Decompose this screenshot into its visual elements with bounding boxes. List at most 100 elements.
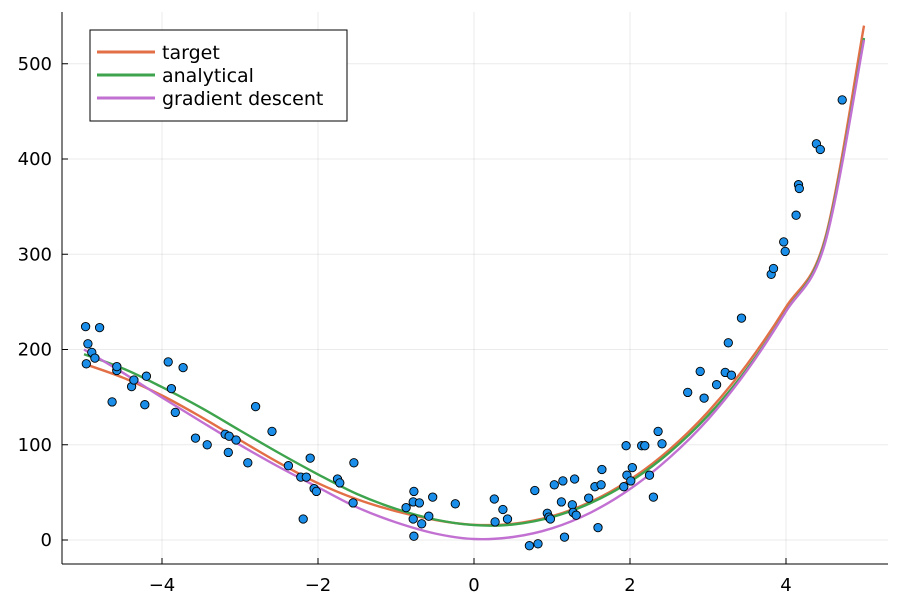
y-tick-label: 500 <box>18 54 52 75</box>
data-point <box>267 426 277 437</box>
x-tick-label: −4 <box>149 575 176 596</box>
data-point <box>768 263 779 274</box>
data-point <box>428 492 438 502</box>
series-line-gradient-descent <box>83 39 866 541</box>
data-point <box>683 387 693 398</box>
data-point <box>640 441 650 451</box>
legend-label-analytical: analytical <box>162 65 254 87</box>
data-point <box>170 407 180 418</box>
data-point <box>129 375 139 385</box>
data-point <box>780 246 790 257</box>
data-point <box>498 504 508 515</box>
data-point <box>571 510 581 520</box>
data-point <box>490 517 500 527</box>
data-point <box>417 519 427 529</box>
data-point <box>723 338 733 348</box>
y-tick-label: 200 <box>18 340 52 361</box>
data-point <box>695 366 705 377</box>
data-point <box>301 472 311 482</box>
data-point <box>83 339 93 349</box>
data-point <box>791 210 801 220</box>
data-point <box>166 383 177 394</box>
data-point <box>224 431 234 441</box>
ticks: −4 −2 0 2 4 0 100 200 300 400 500 <box>18 54 792 596</box>
data-point <box>409 486 419 497</box>
legend-label-target: target <box>162 42 220 64</box>
data-point <box>348 498 358 508</box>
data-point <box>619 482 629 492</box>
data-point <box>559 532 570 542</box>
data-point <box>736 313 747 323</box>
data-point <box>349 458 359 468</box>
y-tick-label: 0 <box>41 530 52 551</box>
data-point <box>112 361 122 372</box>
data-point <box>250 401 261 412</box>
data-point <box>711 380 722 390</box>
data-point <box>597 464 607 475</box>
data-point <box>653 426 663 437</box>
data-point <box>533 539 543 549</box>
data-point <box>558 476 568 486</box>
data-point <box>584 493 594 503</box>
data-point <box>178 362 188 373</box>
data-point <box>657 439 667 449</box>
data-point <box>190 433 201 443</box>
data-point <box>593 522 603 533</box>
axes <box>61 12 888 565</box>
data-point <box>815 144 825 155</box>
data-point <box>335 478 345 488</box>
data-point <box>107 397 117 407</box>
data-point <box>524 541 535 551</box>
data-point <box>140 400 150 410</box>
data-point <box>626 476 636 486</box>
data-point <box>409 531 419 541</box>
data-point <box>567 500 577 510</box>
data-point <box>223 447 233 458</box>
data-point <box>243 458 253 468</box>
data-point <box>408 514 418 524</box>
data-point <box>231 435 241 445</box>
legend-label-gradient-descent: gradient descent <box>162 88 323 110</box>
data-point <box>305 453 315 463</box>
data-point <box>794 183 804 194</box>
y-tick-label: 100 <box>18 435 52 456</box>
data-point <box>699 393 709 403</box>
x-tick-label: 2 <box>624 575 635 596</box>
data-point <box>545 514 556 524</box>
data-point <box>627 462 637 473</box>
data-point <box>569 474 580 484</box>
data-points <box>80 95 847 551</box>
data-point <box>202 440 212 450</box>
x-tick-label: 0 <box>468 575 479 596</box>
data-point <box>94 322 105 333</box>
data-point <box>648 492 659 502</box>
data-point <box>414 498 425 508</box>
data-point <box>450 499 460 509</box>
data-point <box>779 237 789 247</box>
data-point <box>80 321 91 332</box>
x-tick-label: −2 <box>305 575 332 596</box>
data-point <box>141 371 152 381</box>
data-point <box>837 95 847 105</box>
data-point <box>424 511 434 521</box>
data-point <box>502 514 513 524</box>
data-point <box>549 480 559 490</box>
x-tick-label: 4 <box>780 575 791 596</box>
data-point <box>298 514 308 524</box>
data-point <box>596 480 606 490</box>
data-point <box>90 353 100 363</box>
data-point <box>489 494 499 504</box>
data-point <box>81 359 91 369</box>
data-point <box>311 486 322 497</box>
data-point <box>726 370 737 380</box>
data-point <box>401 502 411 513</box>
data-point <box>163 357 173 367</box>
data-point <box>556 497 567 507</box>
y-tick-label: 300 <box>18 244 52 265</box>
data-point <box>621 441 631 451</box>
y-tick-label: 400 <box>18 149 52 170</box>
data-point <box>283 461 294 471</box>
data-point <box>644 470 655 480</box>
